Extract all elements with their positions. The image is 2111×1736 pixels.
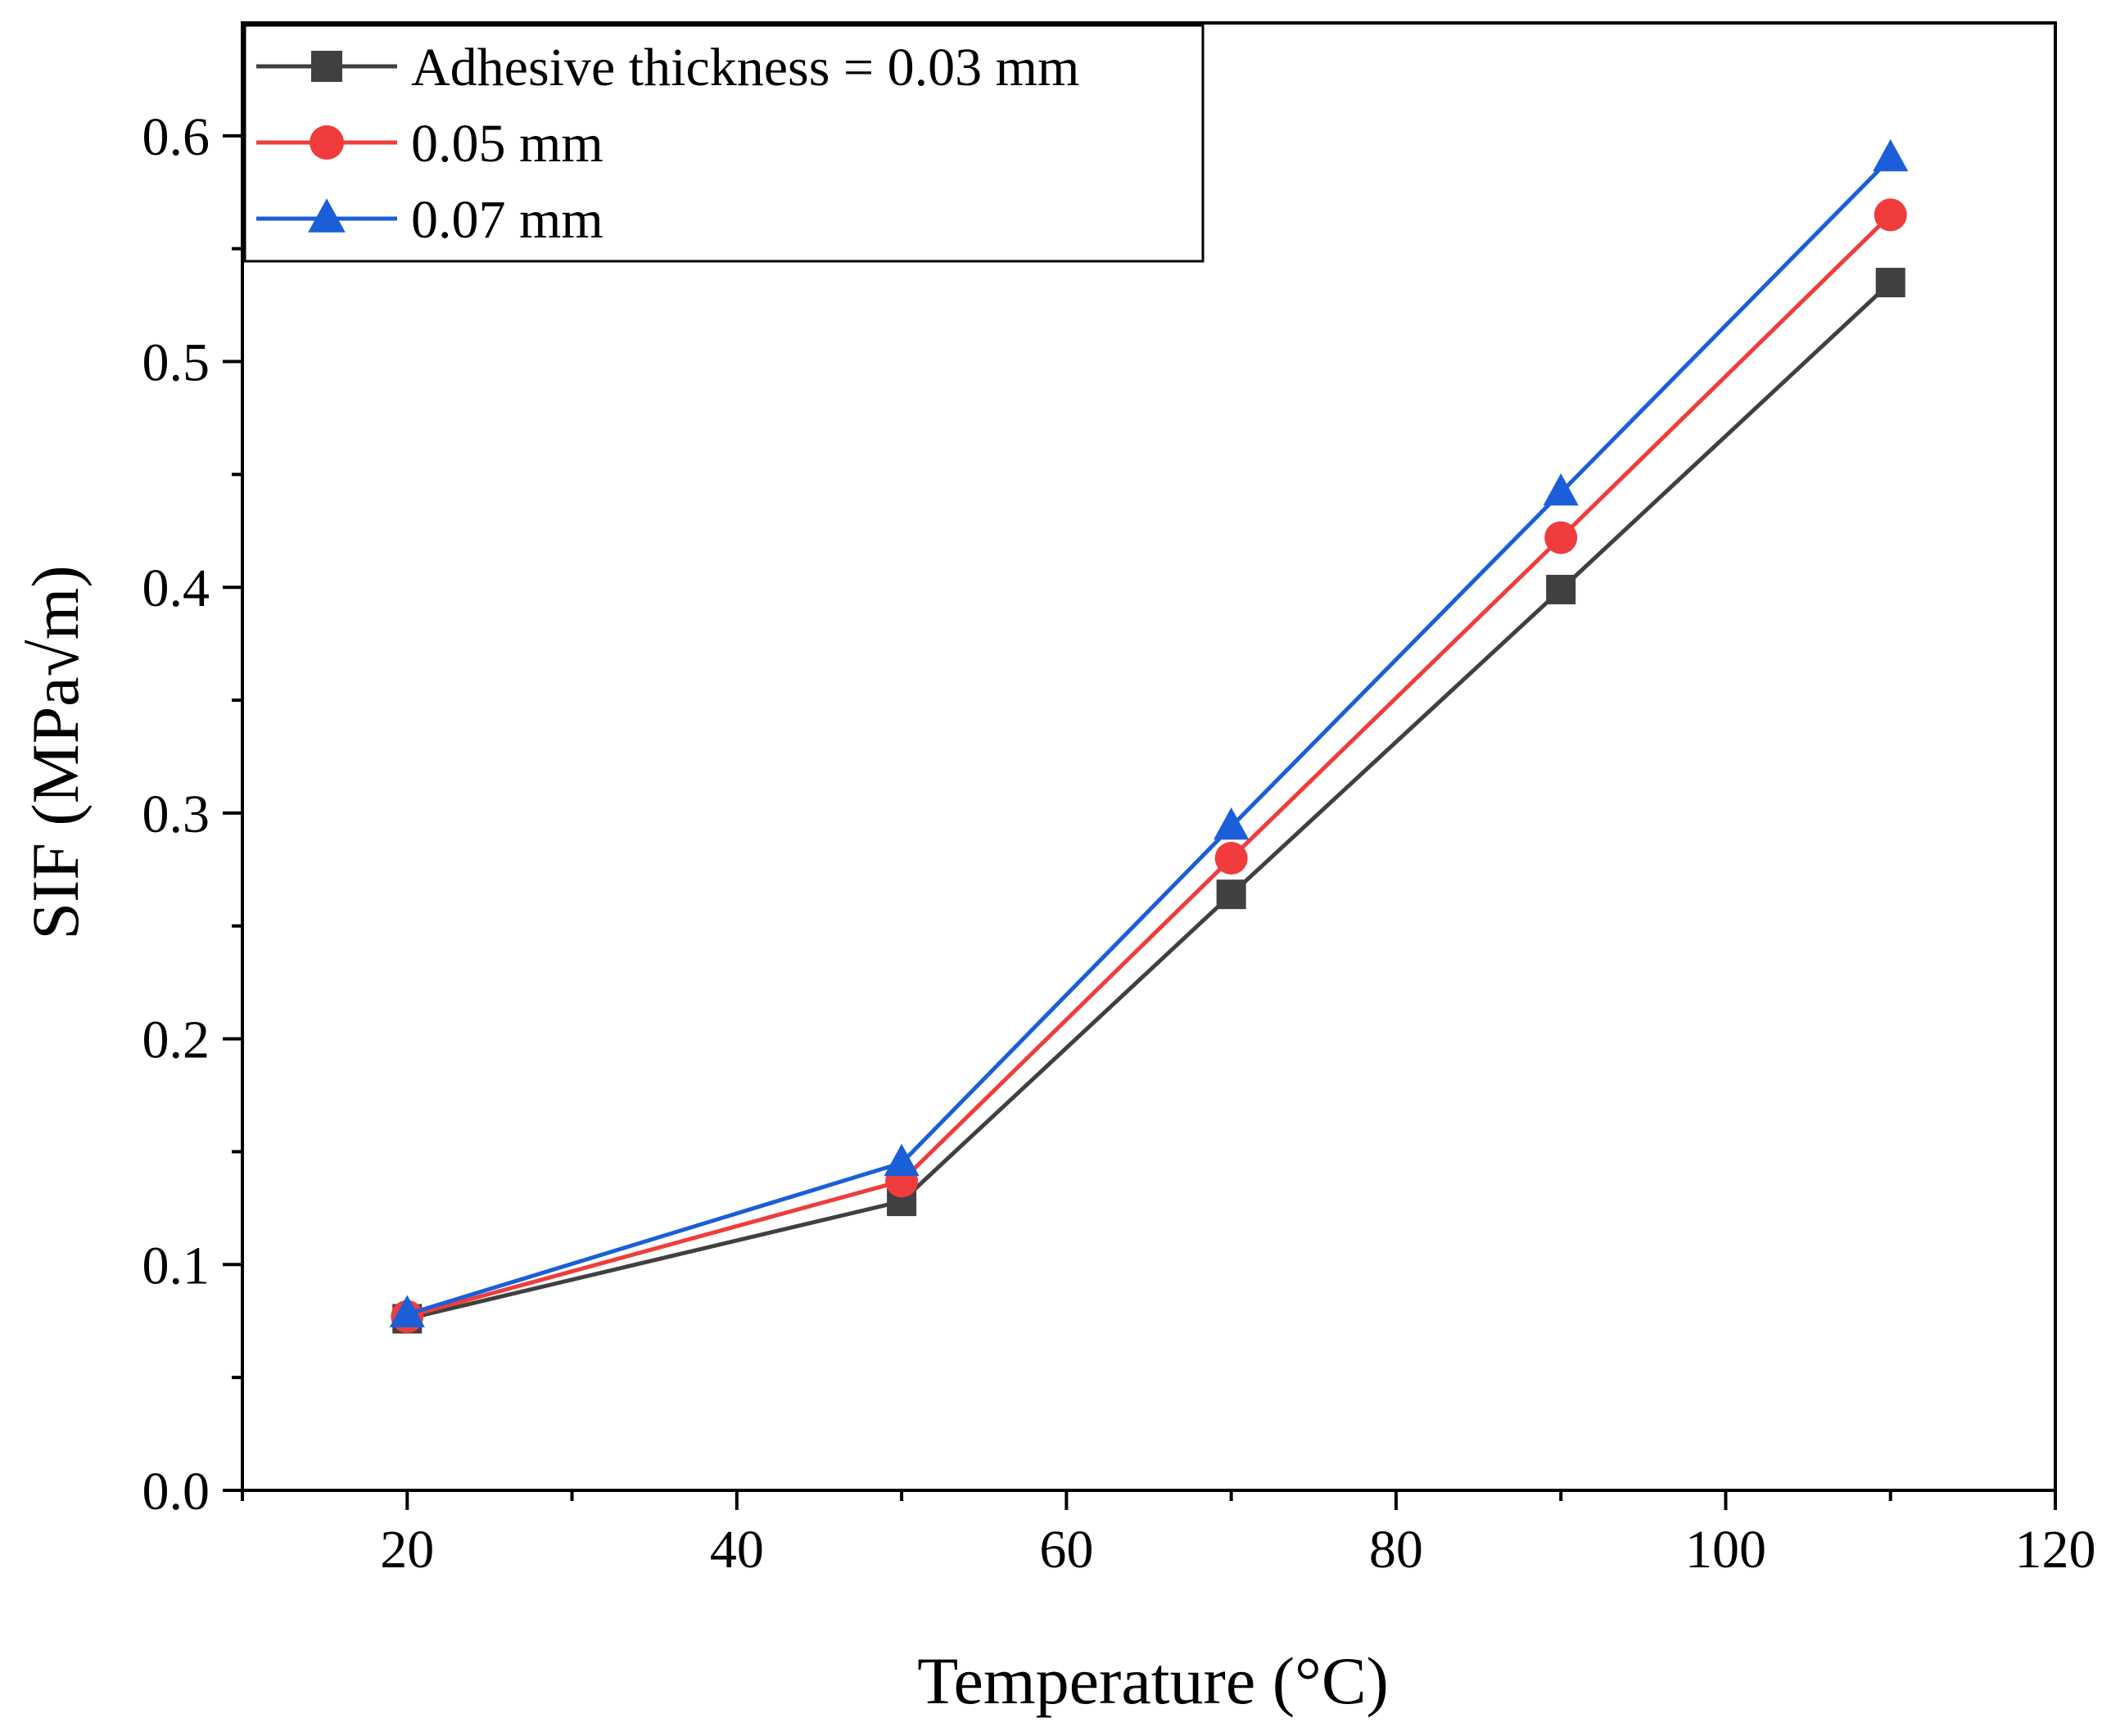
x-tick-label: 60 xyxy=(1039,1520,1093,1580)
y-tick-label: 0.1 xyxy=(142,1236,210,1295)
plot-frame xyxy=(241,21,2057,1492)
legend-item-1: Adhesive thickness = 0.03 mm xyxy=(256,38,1079,97)
axes: 20 40 60 80 100 120 0.0 0.1 0.2 0.3 0.4 0.5 0.6 xyxy=(142,21,2096,1580)
legend-item-3: 0.07 mm xyxy=(256,190,603,250)
x-tick-label: 40 xyxy=(710,1520,764,1580)
y-tick-label: 0.6 xyxy=(142,107,210,167)
series-1-line xyxy=(406,281,1892,1321)
x-tick-label: 20 xyxy=(380,1520,434,1580)
y-tick-label: 0.4 xyxy=(142,558,210,618)
legend-item-2: 0.05 mm xyxy=(256,114,603,174)
series-3-point xyxy=(1873,138,1909,172)
series-layer xyxy=(389,138,1909,1334)
series-2-point xyxy=(1544,521,1578,554)
legend-marker xyxy=(311,51,342,82)
series-3-point xyxy=(1214,807,1250,840)
series-1-point xyxy=(1546,574,1576,604)
legend-label: Adhesive thickness = 0.03 mm xyxy=(411,38,1079,97)
x-tick-label: 120 xyxy=(2015,1520,2096,1580)
y-axis-title: SIF (MPa√m) xyxy=(18,565,93,939)
y-tick-label: 0.0 xyxy=(142,1462,210,1521)
x-tick-label: 100 xyxy=(1685,1520,1766,1580)
legend-box xyxy=(243,24,1205,263)
x-tick-label: 80 xyxy=(1369,1520,1423,1580)
series-2-point xyxy=(1214,842,1248,875)
y-tick-label: 0.3 xyxy=(142,784,210,844)
y-tick-label: 0.2 xyxy=(142,1010,210,1070)
series-1-point xyxy=(1875,268,1905,298)
legend-marker xyxy=(310,125,344,160)
series-2-line xyxy=(406,213,1892,1319)
series-3-point xyxy=(884,1143,920,1177)
series-2 xyxy=(391,198,1907,1333)
series-3 xyxy=(389,138,1909,1327)
series-1 xyxy=(392,268,1905,1334)
x-axis-title: Temperature (°C) xyxy=(917,1643,1389,1718)
series-3-line xyxy=(406,156,1892,1317)
series-3-point xyxy=(1543,473,1579,506)
y-tick-label: 0.5 xyxy=(142,333,210,393)
series-2-point xyxy=(1874,198,1907,232)
legend: Adhesive thickness = 0.03 mm 0.05 mm 0.07 … xyxy=(243,24,1205,263)
legend-label: 0.05 mm xyxy=(411,114,603,174)
legend-label: 0.07 mm xyxy=(411,190,603,250)
series-3-point xyxy=(389,1295,425,1327)
series-1-point xyxy=(1216,879,1246,910)
legend-marker xyxy=(308,198,346,233)
